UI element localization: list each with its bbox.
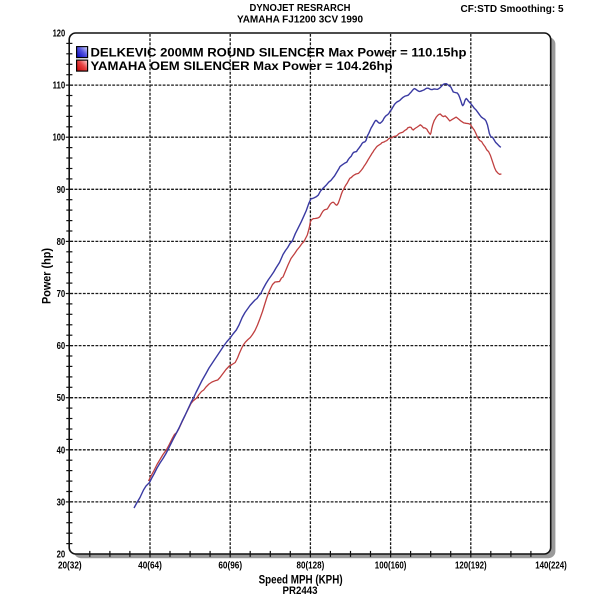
svg-text:80(128): 80(128): [297, 560, 325, 571]
svg-text:Power (hp): Power (hp): [42, 248, 54, 304]
svg-text:40(64): 40(64): [138, 560, 162, 571]
svg-text:100: 100: [53, 133, 66, 144]
svg-text:DELKEVIC 200MM ROUND SILENCER: DELKEVIC 200MM ROUND SILENCER Max Power …: [91, 45, 467, 59]
svg-text:100(160): 100(160): [375, 560, 407, 571]
svg-text:20(32): 20(32): [58, 560, 82, 571]
svg-text:YAMAHA OEM SILENCER Max Power: YAMAHA OEM SILENCER Max Power = 104.26hp: [91, 59, 393, 73]
svg-text:80: 80: [57, 237, 66, 248]
svg-text:PR2443: PR2443: [283, 585, 318, 597]
svg-text:90: 90: [57, 185, 66, 196]
svg-text:DYNOJET RESRARCH: DYNOJET RESRARCH: [250, 3, 351, 14]
svg-text:140(224): 140(224): [535, 560, 567, 571]
svg-text:Speed MPH (KPH): Speed MPH (KPH): [259, 573, 343, 587]
svg-text:120: 120: [53, 29, 66, 40]
svg-text:60: 60: [57, 341, 66, 352]
svg-text:30: 30: [57, 497, 66, 508]
svg-text:70: 70: [57, 289, 66, 300]
svg-text:50: 50: [57, 393, 66, 404]
svg-text:40: 40: [57, 445, 66, 456]
svg-text:120(192): 120(192): [455, 560, 487, 571]
svg-text:YAMAHA FJ1200 3CV 1990: YAMAHA FJ1200 3CV 1990: [237, 15, 363, 26]
svg-text:60(96): 60(96): [218, 560, 242, 571]
svg-text:20: 20: [57, 550, 66, 561]
svg-text:110: 110: [53, 81, 66, 92]
svg-text:CF:STD Smoothing: 5: CF:STD Smoothing: 5: [461, 4, 564, 15]
